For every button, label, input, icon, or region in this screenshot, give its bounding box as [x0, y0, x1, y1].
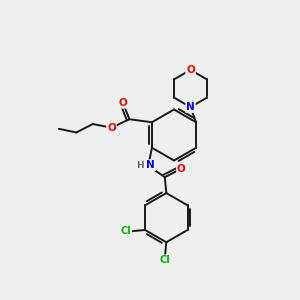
Text: O: O — [177, 164, 186, 174]
Text: O: O — [118, 98, 127, 108]
Text: O: O — [186, 65, 195, 75]
Text: Cl: Cl — [159, 255, 170, 265]
Text: Cl: Cl — [120, 226, 131, 236]
Text: N: N — [146, 160, 155, 170]
Text: O: O — [107, 123, 116, 133]
Text: H: H — [136, 161, 144, 170]
Text: N: N — [186, 102, 195, 112]
